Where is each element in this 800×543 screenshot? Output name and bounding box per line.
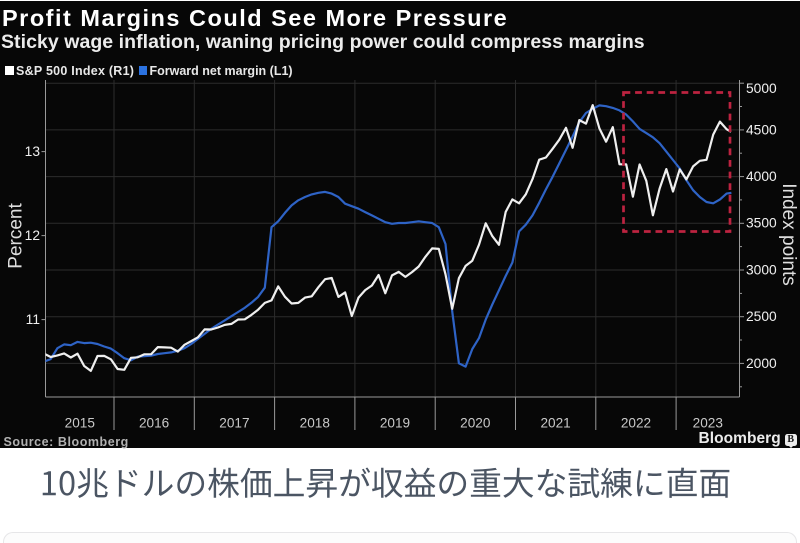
svg-text:12: 12 — [25, 228, 40, 243]
svg-text:2020: 2020 — [460, 416, 491, 431]
svg-text:3500: 3500 — [746, 216, 777, 231]
svg-text:4500: 4500 — [746, 122, 777, 137]
svg-text:Percent: Percent — [6, 203, 27, 269]
svg-text:2022: 2022 — [621, 416, 651, 431]
svg-text:2500: 2500 — [746, 309, 777, 324]
svg-text:13: 13 — [25, 144, 41, 159]
svg-text:4000: 4000 — [746, 169, 777, 184]
svg-text:2015: 2015 — [65, 416, 95, 431]
svg-text:2019: 2019 — [380, 416, 410, 431]
svg-text:2021: 2021 — [540, 416, 570, 431]
svg-text:5000: 5000 — [746, 81, 777, 96]
svg-text:Index points: Index points — [778, 183, 799, 285]
svg-text:11: 11 — [26, 312, 40, 327]
svg-text:3000: 3000 — [746, 262, 777, 277]
svg-text:2018: 2018 — [300, 416, 330, 431]
svg-text:2016: 2016 — [139, 416, 169, 431]
svg-text:2017: 2017 — [219, 416, 249, 431]
svg-text:2000: 2000 — [746, 356, 777, 371]
svg-text:2023: 2023 — [693, 416, 723, 431]
